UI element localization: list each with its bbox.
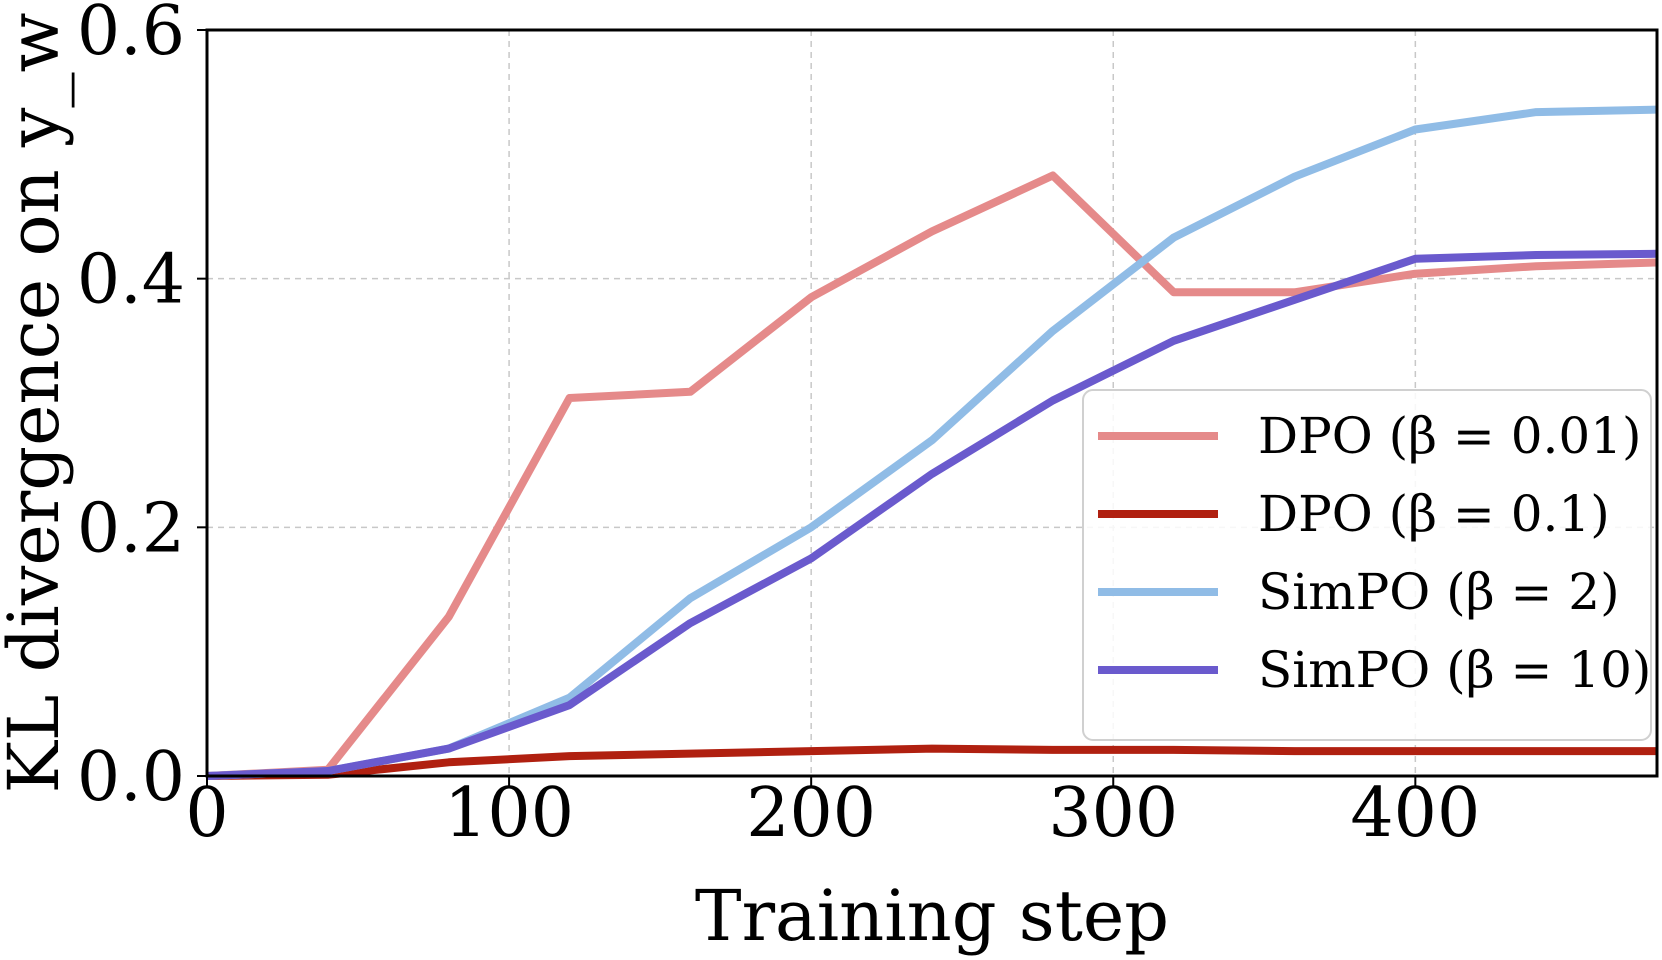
- y-axis-ticks: 0.0 0.2 0.4 0.6: [77, 0, 207, 817]
- x-tick-label: 300: [1048, 774, 1178, 853]
- series-line-3: [206, 249, 1658, 780]
- legend-label: DPO (β = 0.01): [1258, 407, 1642, 465]
- y-axis-title: KL divergence on y_w: [0, 13, 75, 794]
- x-axis-ticks: 0 100 200 300 400: [185, 774, 1480, 853]
- x-tick-label: 400: [1350, 774, 1480, 853]
- y-tick-label: 0.0: [77, 738, 185, 817]
- legend-frame: [1082, 389, 1652, 741]
- y-tick-label: 0.6: [77, 0, 185, 71]
- x-tick-label: 100: [444, 774, 574, 853]
- legend-label: SimPO (β = 2): [1258, 563, 1620, 621]
- y-tick-label: 0.2: [77, 489, 185, 568]
- legend-label: SimPO (β = 10): [1258, 641, 1651, 699]
- series-line-0: [206, 171, 1658, 780]
- legend-items: DPO (β = 0.01) DPO (β = 0.1) SimPO (β = 2)…: [1098, 407, 1651, 699]
- legend-label: DPO (β = 0.1): [1258, 485, 1610, 543]
- x-axis-title: Training step: [695, 875, 1169, 957]
- x-tick-label: 200: [746, 774, 876, 853]
- plot-frame: [205, 28, 1659, 778]
- series-lines: [206, 105, 1658, 780]
- series-line-1: [206, 744, 1657, 780]
- y-tick-label: 0.4: [77, 241, 185, 320]
- legend: DPO (β = 0.01) DPO (β = 0.1) SimPO (β = 2)…: [1082, 389, 1652, 741]
- x-tick-label: 0: [185, 774, 228, 853]
